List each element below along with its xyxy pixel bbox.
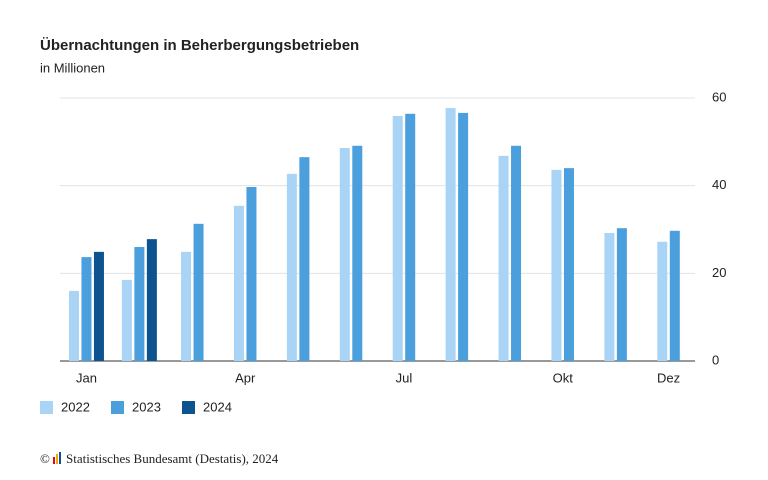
bar <box>339 147 350 361</box>
legend-swatch <box>111 401 124 414</box>
y-tick-label: 60 <box>712 89 726 104</box>
y-tick-label: 0 <box>712 352 719 367</box>
bar <box>604 233 615 361</box>
legend-label: 2024 <box>203 399 232 414</box>
bar <box>352 145 363 361</box>
bar <box>616 228 627 361</box>
legend-label: 2022 <box>61 399 90 414</box>
x-tick-label: Okt <box>553 370 574 385</box>
bar <box>669 230 680 361</box>
bar <box>134 247 145 361</box>
x-tick-label: Apr <box>235 370 256 385</box>
copyright: © <box>40 451 50 466</box>
chart-title: Übernachtungen in Beherbergungsbetrieben <box>40 37 359 54</box>
bar <box>405 113 416 361</box>
bar <box>445 108 456 361</box>
bar <box>563 168 574 361</box>
x-tick-label: Jul <box>396 370 413 385</box>
bar <box>246 186 257 361</box>
bar <box>233 205 244 361</box>
bar <box>511 145 522 361</box>
bar <box>81 257 92 361</box>
bar <box>657 241 668 361</box>
bar <box>121 279 132 361</box>
legend-swatch <box>182 401 195 414</box>
bar <box>286 173 297 361</box>
bar <box>181 251 192 361</box>
bar <box>146 239 157 361</box>
y-tick-label: 20 <box>712 265 726 280</box>
y-tick-label: 40 <box>712 177 726 192</box>
bar <box>68 290 79 361</box>
source: Statistisches Bundesamt (Destatis), 2024 <box>66 451 279 466</box>
bar <box>299 157 310 361</box>
legend-swatch <box>40 401 53 414</box>
bar <box>551 169 562 361</box>
x-tick-label: Jan <box>76 370 97 385</box>
bar <box>392 115 403 361</box>
bar <box>193 223 204 361</box>
legend-label: 2023 <box>132 399 161 414</box>
bar <box>93 251 104 361</box>
bar <box>498 155 509 361</box>
bar <box>458 112 469 361</box>
chart-subtitle: in Millionen <box>40 60 105 75</box>
logo <box>53 452 61 464</box>
x-tick-label: Dez <box>657 370 680 385</box>
